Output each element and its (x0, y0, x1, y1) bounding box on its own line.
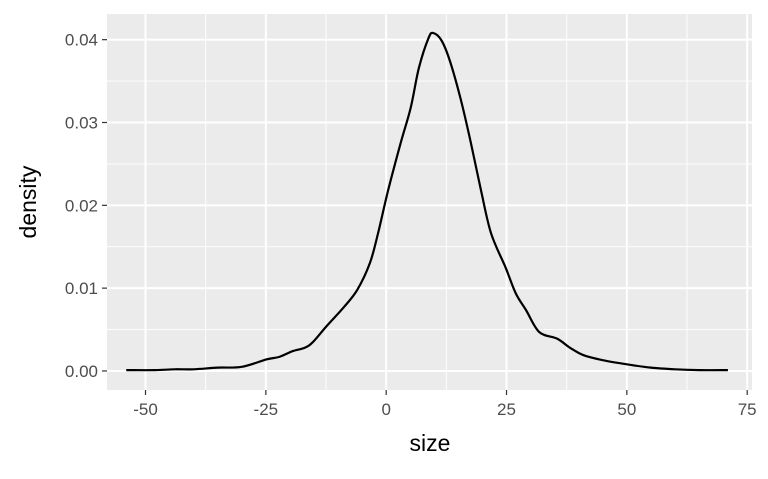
x-tick-label: 0 (381, 400, 390, 419)
density-line (126, 31, 728, 372)
x-axis-title: size (410, 430, 451, 456)
y-tick-label: 0.02 (65, 196, 98, 215)
plot-panel (107, 14, 752, 390)
y-axis-title: density (15, 165, 41, 238)
y-tick-label: 0.00 (65, 362, 98, 381)
y-tick-label: 0.04 (65, 31, 98, 50)
x-tick-label: 25 (497, 400, 516, 419)
y-tick-label: 0.01 (65, 279, 98, 298)
axis-ticks: -50 -25 0 25 50 75 0.00 0.01 0.02 0.03 0.04 (65, 31, 757, 419)
x-tick-label: -25 (254, 400, 279, 419)
y-tick-label: 0.03 (65, 113, 98, 132)
x-tick-label: 50 (617, 400, 636, 419)
grid-lines (107, 14, 752, 390)
x-tick-label: 75 (738, 400, 757, 419)
x-tick-label: -50 (133, 400, 158, 419)
